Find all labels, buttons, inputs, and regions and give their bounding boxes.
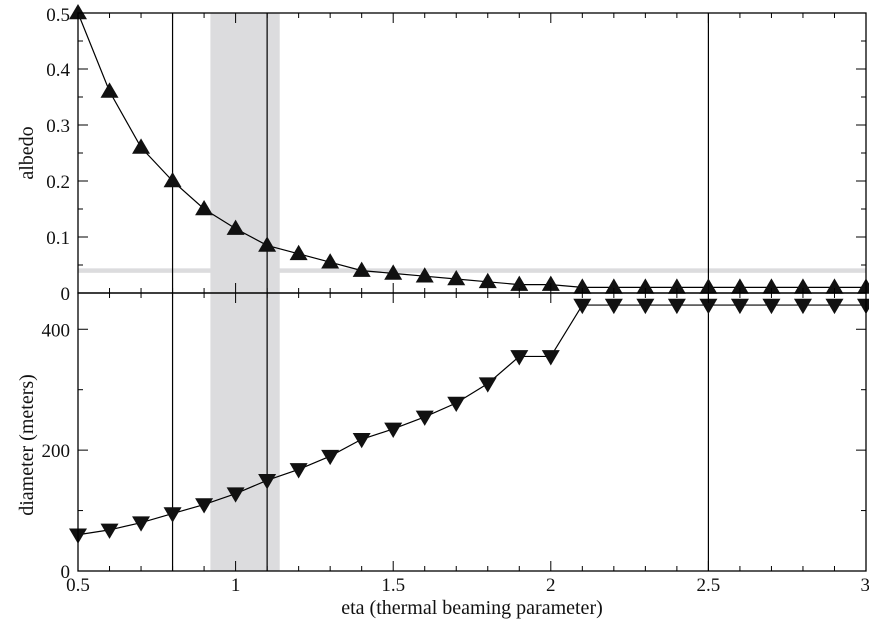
- series-layer: [69, 4, 869, 544]
- bottom-point-13: [478, 377, 497, 393]
- top-y-axis-title: albedo: [16, 126, 38, 179]
- top-point-8: [321, 253, 340, 269]
- top-y-tick-label-4: 0.4: [46, 60, 70, 81]
- bottom-point-11: [415, 410, 434, 426]
- albedo-reference-band: [78, 268, 866, 273]
- bottom-point-6: [258, 474, 277, 490]
- top-series-line: [77, 12, 866, 288]
- bottom-point-25: [857, 298, 869, 315]
- top-point-3: [163, 172, 182, 188]
- x-tick-label-0: 0.5: [66, 575, 90, 596]
- bottom-point-10: [384, 422, 403, 438]
- top-y-tick-label-1: 0.1: [46, 228, 70, 249]
- top-point-23: [793, 278, 812, 294]
- bottom-y-tick-label-0: 0: [61, 562, 71, 583]
- axes-layer: [77, 12, 867, 572]
- bottom-point-8: [321, 449, 340, 466]
- bottom-point-22: [762, 298, 781, 315]
- top-point-7: [289, 244, 308, 261]
- bottom-point-24: [825, 298, 844, 315]
- top-y-tick-label-0: 0: [61, 284, 71, 305]
- bottom-point-18: [636, 298, 655, 315]
- top-point-14: [510, 275, 529, 291]
- bottom-point-7: [289, 463, 308, 479]
- x-tick-label-3: 2: [546, 575, 556, 596]
- top-point-21: [730, 278, 749, 294]
- top-panel-frame: [77, 12, 867, 294]
- top-point-25: [857, 278, 869, 294]
- band-layer: [78, 13, 866, 571]
- top-point-10: [384, 264, 403, 280]
- top-y-tick-label-5: 0.5: [46, 5, 70, 26]
- top-y-tick-label-2: 0.2: [46, 172, 70, 193]
- bottom-y-tick-label-1: 200: [42, 441, 71, 462]
- bottom-series-line: [77, 304, 866, 536]
- bottom-panel-frame: [77, 292, 867, 572]
- bottom-point-16: [573, 298, 592, 315]
- x-tick-label-4: 2.5: [697, 575, 721, 596]
- bottom-point-14: [510, 350, 529, 366]
- bottom-point-2: [132, 516, 151, 532]
- top-point-17: [604, 278, 623, 294]
- bottom-point-9: [352, 432, 371, 449]
- top-point-11: [415, 267, 434, 283]
- bottom-point-12: [447, 396, 466, 412]
- top-point-22: [762, 278, 781, 294]
- x-tick-label-2: 1.5: [381, 575, 405, 596]
- bottom-y-tick-label-2: 400: [42, 320, 71, 341]
- top-point-4: [195, 200, 214, 216]
- top-point-18: [636, 278, 655, 294]
- top-point-0: [69, 4, 87, 20]
- bottom-point-20: [699, 298, 718, 315]
- bottom-point-21: [730, 298, 749, 315]
- eta-shaded-band: [210, 13, 280, 571]
- top-point-16: [573, 278, 592, 294]
- top-point-2: [132, 138, 151, 154]
- x-axis-title: eta (thermal beaming parameter): [341, 597, 603, 619]
- top-point-12: [447, 270, 466, 286]
- bottom-point-5: [226, 487, 245, 503]
- bottom-point-15: [541, 350, 560, 366]
- x-tick-label-5: 3: [861, 575, 869, 596]
- top-point-19: [667, 278, 686, 294]
- top-point-24: [825, 278, 844, 294]
- top-point-1: [100, 82, 119, 98]
- bottom-point-4: [195, 498, 214, 514]
- bottom-point-17: [604, 298, 623, 315]
- top-y-tick-label-3: 0.3: [46, 116, 70, 137]
- bottom-y-axis-title: diameter (meters): [16, 374, 38, 516]
- x-tick-label-1: 1: [231, 575, 241, 596]
- bottom-point-3: [163, 507, 182, 523]
- top-point-9: [352, 261, 371, 277]
- bottom-point-23: [793, 298, 812, 315]
- bottom-point-1: [100, 523, 119, 539]
- top-point-5: [226, 219, 245, 235]
- top-point-13: [478, 272, 497, 289]
- bottom-point-19: [667, 298, 686, 315]
- top-point-6: [258, 236, 277, 252]
